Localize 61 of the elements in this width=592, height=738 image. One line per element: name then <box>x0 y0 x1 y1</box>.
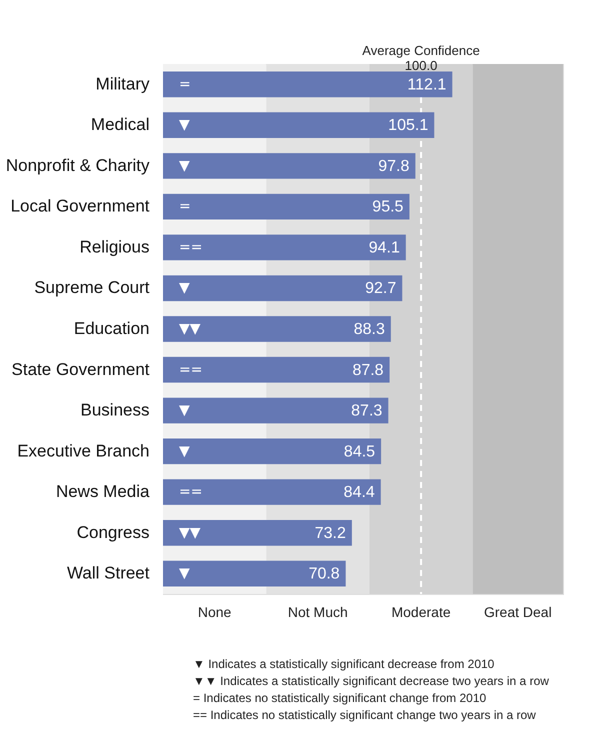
y-tick-label: Executive Branch <box>17 441 150 460</box>
bar <box>163 479 381 505</box>
bar <box>163 520 352 546</box>
bar <box>163 194 410 220</box>
band-label: Great Deal <box>484 604 552 620</box>
annotation: ▼▼ <box>179 524 201 541</box>
ref-line-label: Average Confidence 100.0 <box>362 43 480 73</box>
annotation: == <box>179 484 202 500</box>
text: ▼▼ Indicates a statistically significant decrease two years in a row <box>193 674 550 688</box>
text: == Indicates no statistically significant change two years in a row <box>193 708 536 722</box>
data-label: 92.7 <box>365 280 396 298</box>
data-label: 84.4 <box>344 484 375 502</box>
annotation: ▼ <box>179 402 190 419</box>
bar <box>163 234 406 260</box>
bar <box>163 560 346 586</box>
bar <box>163 398 388 424</box>
y-tick-label: News Media <box>56 482 150 502</box>
annotation: ▼▼ <box>179 321 201 337</box>
band-label: Moderate <box>391 604 451 620</box>
data-label: 84.5 <box>344 443 376 460</box>
y-tick-label: Education <box>74 319 150 338</box>
data-label: 87.3 <box>351 402 382 420</box>
annotation: = <box>179 198 191 215</box>
y-tick-label: Supreme Court <box>34 278 150 298</box>
annotation: ▼ <box>179 280 190 296</box>
data-label: 97.8 <box>378 158 410 175</box>
annotation: ▼ <box>179 566 190 582</box>
y-tick-label: Wall Street <box>66 564 150 583</box>
bar <box>163 356 390 383</box>
data-label: 70.8 <box>308 566 340 583</box>
y-tick-label: Military <box>96 74 150 94</box>
data-label: 88.3 <box>354 321 385 338</box>
band-label: Not Much <box>288 604 348 620</box>
annotation: == <box>179 239 202 256</box>
bar <box>163 316 391 342</box>
annotation: == <box>179 362 202 378</box>
bar <box>163 112 434 138</box>
data-label: 73.2 <box>314 524 346 542</box>
data-label: 94.1 <box>368 239 400 256</box>
annotation: ▼ <box>179 117 190 134</box>
y-tick-label: Religious <box>80 237 150 256</box>
y-tick-label: Business <box>80 400 150 420</box>
annotation: ▼ <box>179 158 190 174</box>
data-label: 112.1 <box>407 76 446 94</box>
y-tick-label: Local Government <box>10 196 150 216</box>
annotation: = <box>179 76 191 92</box>
bar <box>163 275 402 302</box>
y-tick-label: State Government <box>12 360 150 379</box>
text: ▼ Indicates a statistically significant decrease from 2010 <box>193 657 495 671</box>
bar <box>163 438 382 464</box>
y-tick-label: Nonprofit & Charity <box>6 156 150 175</box>
data-label: 95.5 <box>372 198 404 216</box>
bar <box>163 153 416 179</box>
data-label: 87.8 <box>352 362 384 379</box>
data-label: 105.1 <box>388 117 428 134</box>
text: = Indicates no statistically significant change from 2010 <box>193 691 486 705</box>
y-tick-label: Congress <box>76 522 150 542</box>
bar <box>163 72 452 98</box>
annotation: ▼ <box>179 443 190 460</box>
y-tick-label: Medical <box>90 115 150 134</box>
band-label: None <box>198 604 232 620</box>
